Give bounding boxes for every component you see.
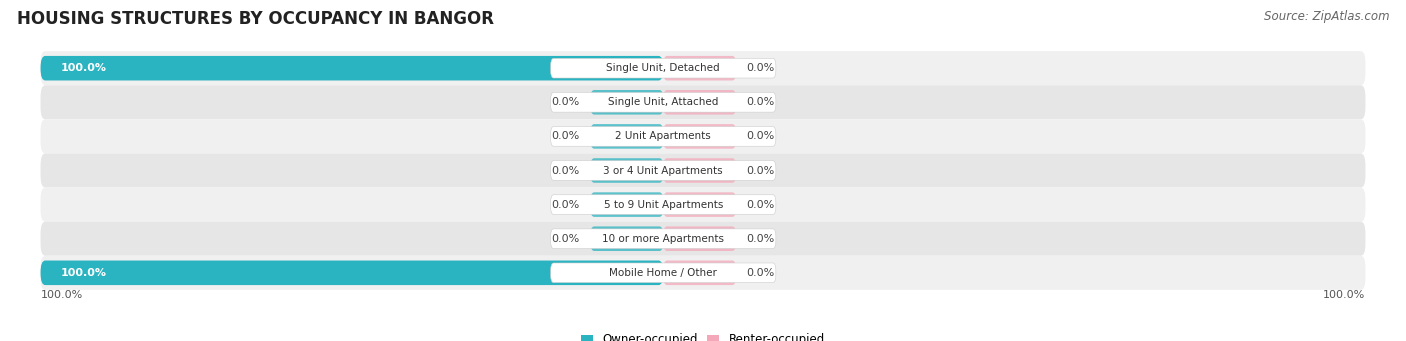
Text: HOUSING STRUCTURES BY OCCUPANCY IN BANGOR: HOUSING STRUCTURES BY OCCUPANCY IN BANGO… [17, 10, 494, 28]
FancyBboxPatch shape [551, 195, 776, 214]
FancyBboxPatch shape [551, 92, 776, 112]
FancyBboxPatch shape [591, 90, 664, 115]
Text: 0.0%: 0.0% [747, 199, 775, 210]
FancyBboxPatch shape [664, 56, 737, 80]
FancyBboxPatch shape [664, 261, 737, 285]
FancyBboxPatch shape [551, 127, 776, 146]
Text: 0.0%: 0.0% [551, 131, 579, 142]
FancyBboxPatch shape [41, 119, 1365, 153]
Text: 100.0%: 100.0% [60, 268, 107, 278]
Text: 3 or 4 Unit Apartments: 3 or 4 Unit Apartments [603, 165, 723, 176]
Text: 0.0%: 0.0% [747, 234, 775, 244]
Text: Single Unit, Attached: Single Unit, Attached [607, 97, 718, 107]
FancyBboxPatch shape [41, 56, 664, 80]
FancyBboxPatch shape [664, 226, 737, 251]
FancyBboxPatch shape [591, 192, 664, 217]
FancyBboxPatch shape [41, 222, 1365, 256]
Text: 2 Unit Apartments: 2 Unit Apartments [616, 131, 711, 142]
Text: 0.0%: 0.0% [551, 97, 579, 107]
Text: 0.0%: 0.0% [551, 199, 579, 210]
Text: 0.0%: 0.0% [747, 97, 775, 107]
FancyBboxPatch shape [664, 90, 737, 115]
FancyBboxPatch shape [591, 124, 664, 149]
FancyBboxPatch shape [41, 256, 1365, 290]
Text: Mobile Home / Other: Mobile Home / Other [609, 268, 717, 278]
FancyBboxPatch shape [664, 192, 737, 217]
Text: 0.0%: 0.0% [551, 165, 579, 176]
FancyBboxPatch shape [41, 85, 1365, 119]
FancyBboxPatch shape [551, 58, 776, 78]
FancyBboxPatch shape [41, 153, 1365, 188]
FancyBboxPatch shape [551, 229, 776, 249]
FancyBboxPatch shape [591, 226, 664, 251]
Text: Source: ZipAtlas.com: Source: ZipAtlas.com [1264, 10, 1389, 23]
Text: 0.0%: 0.0% [551, 234, 579, 244]
FancyBboxPatch shape [41, 51, 1365, 85]
FancyBboxPatch shape [664, 124, 737, 149]
Text: Single Unit, Detached: Single Unit, Detached [606, 63, 720, 73]
Text: 100.0%: 100.0% [60, 63, 107, 73]
Legend: Owner-occupied, Renter-occupied: Owner-occupied, Renter-occupied [576, 329, 830, 341]
Text: 0.0%: 0.0% [747, 63, 775, 73]
FancyBboxPatch shape [551, 263, 776, 283]
Text: 0.0%: 0.0% [747, 268, 775, 278]
Text: 0.0%: 0.0% [747, 131, 775, 142]
Text: 10 or more Apartments: 10 or more Apartments [602, 234, 724, 244]
Text: 5 to 9 Unit Apartments: 5 to 9 Unit Apartments [603, 199, 723, 210]
Text: 100.0%: 100.0% [1323, 290, 1365, 300]
FancyBboxPatch shape [41, 261, 664, 285]
Text: 100.0%: 100.0% [41, 290, 83, 300]
FancyBboxPatch shape [41, 188, 1365, 222]
Text: 0.0%: 0.0% [747, 165, 775, 176]
FancyBboxPatch shape [664, 158, 737, 183]
FancyBboxPatch shape [551, 161, 776, 180]
FancyBboxPatch shape [591, 158, 664, 183]
